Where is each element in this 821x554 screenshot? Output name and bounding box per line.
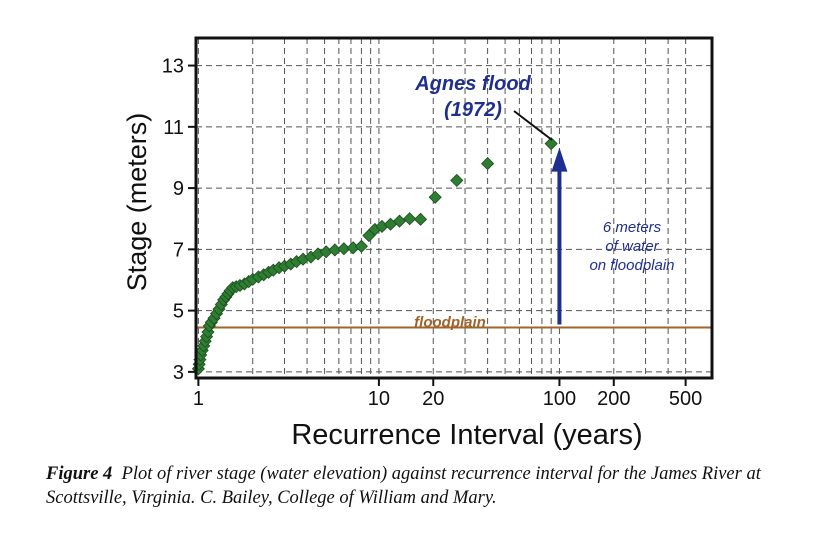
- data-point: [544, 137, 558, 151]
- grid: [196, 38, 712, 378]
- x-tick-label: 200: [597, 388, 630, 410]
- y-tick-label: 13: [162, 56, 184, 78]
- points: [191, 137, 558, 376]
- figure-caption-text: Plot of river stage (water elevation) ag…: [46, 464, 761, 508]
- y-tick-label: 11: [163, 117, 184, 139]
- water-label-line2: of water: [605, 238, 659, 255]
- agnes-label-line1: Agnes flood: [414, 73, 531, 95]
- data-point: [403, 212, 417, 226]
- figure-caption: Figure 4 Plot of river stage (water elev…: [46, 462, 806, 510]
- x-tick-label: 1: [193, 388, 204, 410]
- agnes-annotation: Agnes flood (1972): [414, 73, 553, 141]
- x-tick-label: 10: [368, 388, 390, 410]
- data-point: [428, 190, 442, 204]
- water-label-line1: 6 meters: [603, 219, 662, 236]
- data-point: [450, 173, 464, 187]
- data-point: [413, 212, 428, 226]
- data-point: [354, 239, 368, 253]
- water-depth-arrow-head: [551, 147, 568, 172]
- x-tick-label: 100: [543, 388, 576, 410]
- figure-label: Figure 4: [46, 464, 113, 484]
- floodplain-label: floodplain: [414, 314, 486, 331]
- water-label-line3: on floodplain: [589, 257, 674, 274]
- ticks: 3 5 7 9 11 13 1 10 20 100 200 500: [162, 56, 703, 410]
- x-axis-label: Recurrence Interval (years): [291, 419, 642, 451]
- water-depth-annotation: 6 meters of water on floodplain: [551, 147, 675, 325]
- chart: floodplain Agnes flood (1972) 6 meters o…: [122, 36, 714, 451]
- agnes-label-line2: (1972): [444, 99, 502, 121]
- plot-frame: [194, 36, 714, 380]
- data-point: [481, 157, 495, 171]
- data-point: [392, 214, 407, 228]
- y-tick-label: 5: [173, 301, 184, 323]
- y-tick-label: 9: [173, 178, 184, 200]
- y-axis-label: Stage (meters): [122, 113, 152, 292]
- agnes-pointer-line: [513, 110, 553, 141]
- y-tick-label: 7: [173, 239, 184, 261]
- x-tick-label: 500: [669, 388, 702, 410]
- y-tick-label: 3: [173, 362, 184, 384]
- x-tick-label: 20: [422, 388, 444, 410]
